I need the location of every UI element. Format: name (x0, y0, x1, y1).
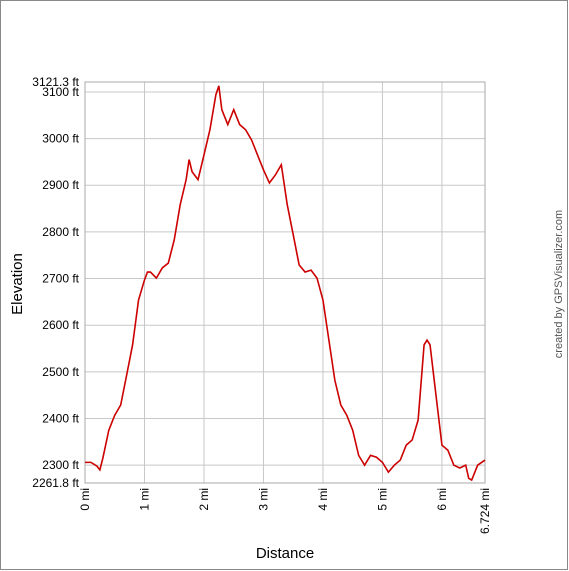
x-tick-label: 0 mi (78, 488, 92, 511)
plot-border (84, 81, 486, 484)
y-tick-label: 3000 ft (42, 132, 79, 146)
x-tick-label: 2 mi (197, 488, 211, 511)
y-tick-label: 2600 ft (42, 318, 79, 332)
x-tick-label: 1 mi (137, 488, 151, 511)
x-tick-label: 5 mi (375, 488, 389, 511)
x-tick-label: 6.724 mi (478, 488, 492, 534)
elevation-line (85, 85, 486, 482)
y-tick-label: 2300 ft (42, 458, 79, 472)
x-axis-title: Distance (256, 545, 314, 562)
x-tick-label: 4 mi (316, 488, 330, 511)
y-tick-label: 2261.8 ft (32, 476, 79, 490)
y-tick-label: 2800 ft (42, 225, 79, 239)
y-tick-label: 2700 ft (42, 272, 79, 286)
y-axis-title: Elevation (9, 253, 26, 315)
credit: created by GPSVisualizer.com (553, 210, 565, 358)
y-tick-label: 3121.3 ft (32, 75, 79, 89)
y-tick-label: 3100 ft (42, 85, 79, 99)
y-tick-label: 2400 ft (42, 412, 79, 426)
y-tick-label: 2900 ft (42, 178, 79, 192)
x-tick-label: 3 mi (256, 488, 270, 511)
x-tick-label: 6 mi (435, 488, 449, 511)
y-tick-label: 2500 ft (42, 365, 79, 379)
